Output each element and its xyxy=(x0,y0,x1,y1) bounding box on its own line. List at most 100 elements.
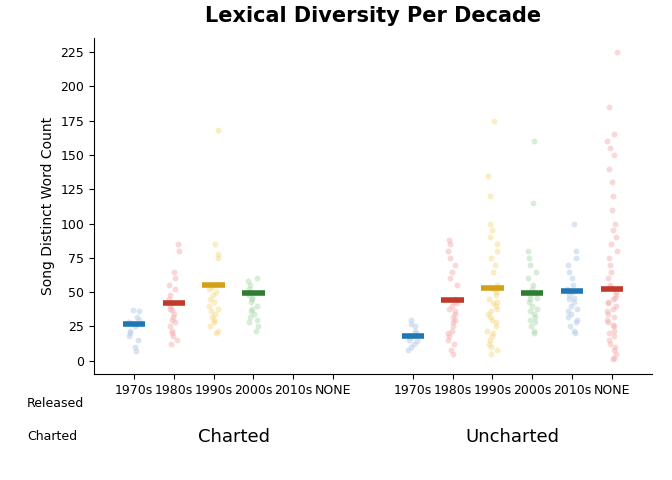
Point xyxy=(609,151,620,159)
Point xyxy=(492,240,503,248)
Point xyxy=(173,247,184,255)
Point xyxy=(525,291,536,299)
Point xyxy=(450,316,461,324)
Point xyxy=(609,286,620,293)
Point xyxy=(571,316,582,324)
Point xyxy=(605,281,616,289)
Point xyxy=(251,316,262,324)
Point xyxy=(132,336,143,344)
Point xyxy=(130,343,140,351)
Point xyxy=(483,340,494,348)
Y-axis label: Song Distinct Word Count: Song Distinct Word Count xyxy=(41,117,55,296)
Point xyxy=(487,268,498,276)
Point xyxy=(212,126,223,134)
Point xyxy=(251,302,262,310)
Point xyxy=(612,247,622,255)
Point xyxy=(210,288,221,296)
Point xyxy=(403,332,414,340)
Point xyxy=(571,305,582,312)
Point xyxy=(131,320,142,327)
Point xyxy=(563,308,574,315)
Point xyxy=(450,310,461,318)
Point xyxy=(246,308,257,315)
Point xyxy=(169,310,179,318)
Point xyxy=(447,302,458,310)
Point xyxy=(213,327,224,335)
Point xyxy=(206,313,217,321)
Point xyxy=(484,295,495,303)
Point xyxy=(524,295,535,303)
Point xyxy=(406,316,417,324)
Point xyxy=(603,165,614,172)
Point xyxy=(562,286,573,293)
Point xyxy=(410,327,421,335)
Point xyxy=(406,334,417,341)
Point xyxy=(485,336,495,344)
Point xyxy=(168,313,179,321)
Point xyxy=(527,286,538,293)
Point xyxy=(450,308,460,315)
Point xyxy=(243,291,254,299)
Point xyxy=(491,302,501,310)
Point xyxy=(611,302,622,310)
Point xyxy=(445,240,456,248)
Point xyxy=(571,318,581,326)
Point xyxy=(444,236,454,244)
Point xyxy=(603,329,614,337)
Point xyxy=(569,298,579,306)
Point xyxy=(208,298,219,306)
Point xyxy=(485,308,496,315)
Point xyxy=(489,117,499,124)
Point xyxy=(609,332,620,340)
Point xyxy=(448,323,458,330)
Point xyxy=(251,275,262,282)
Point xyxy=(169,318,180,326)
Point xyxy=(608,227,619,234)
Point xyxy=(529,310,540,318)
Point xyxy=(569,294,579,301)
Point xyxy=(167,306,177,314)
Point xyxy=(608,131,619,138)
Point xyxy=(246,298,257,306)
Point xyxy=(251,327,261,335)
Point xyxy=(602,275,613,282)
Point xyxy=(529,137,540,145)
Point xyxy=(492,247,503,255)
Point xyxy=(403,336,414,344)
Point xyxy=(530,318,540,326)
Point xyxy=(211,329,222,337)
Point xyxy=(442,329,453,337)
Point xyxy=(607,321,618,329)
Point xyxy=(530,268,541,276)
Point xyxy=(491,318,501,326)
Point xyxy=(169,268,179,276)
Point xyxy=(169,286,180,293)
Point xyxy=(486,254,497,262)
Point xyxy=(601,137,612,145)
Point xyxy=(603,318,614,326)
Point xyxy=(127,306,138,314)
Point xyxy=(487,299,498,307)
Point xyxy=(487,329,498,337)
Point xyxy=(522,247,533,255)
Point xyxy=(450,261,461,268)
Point xyxy=(130,347,141,355)
Point xyxy=(482,172,493,180)
Point xyxy=(607,356,618,363)
Point xyxy=(205,323,216,330)
Point xyxy=(125,329,136,337)
Point xyxy=(608,346,619,354)
Point xyxy=(447,318,458,326)
Point xyxy=(528,199,539,207)
Point xyxy=(169,275,180,282)
Point xyxy=(491,288,502,296)
Point xyxy=(528,329,539,337)
Point xyxy=(444,305,454,312)
Point xyxy=(562,261,573,268)
Point xyxy=(601,308,612,315)
Point xyxy=(249,310,259,318)
Point xyxy=(605,340,616,348)
Point xyxy=(168,332,179,340)
Text: Charted: Charted xyxy=(198,428,269,446)
Point xyxy=(607,179,618,186)
